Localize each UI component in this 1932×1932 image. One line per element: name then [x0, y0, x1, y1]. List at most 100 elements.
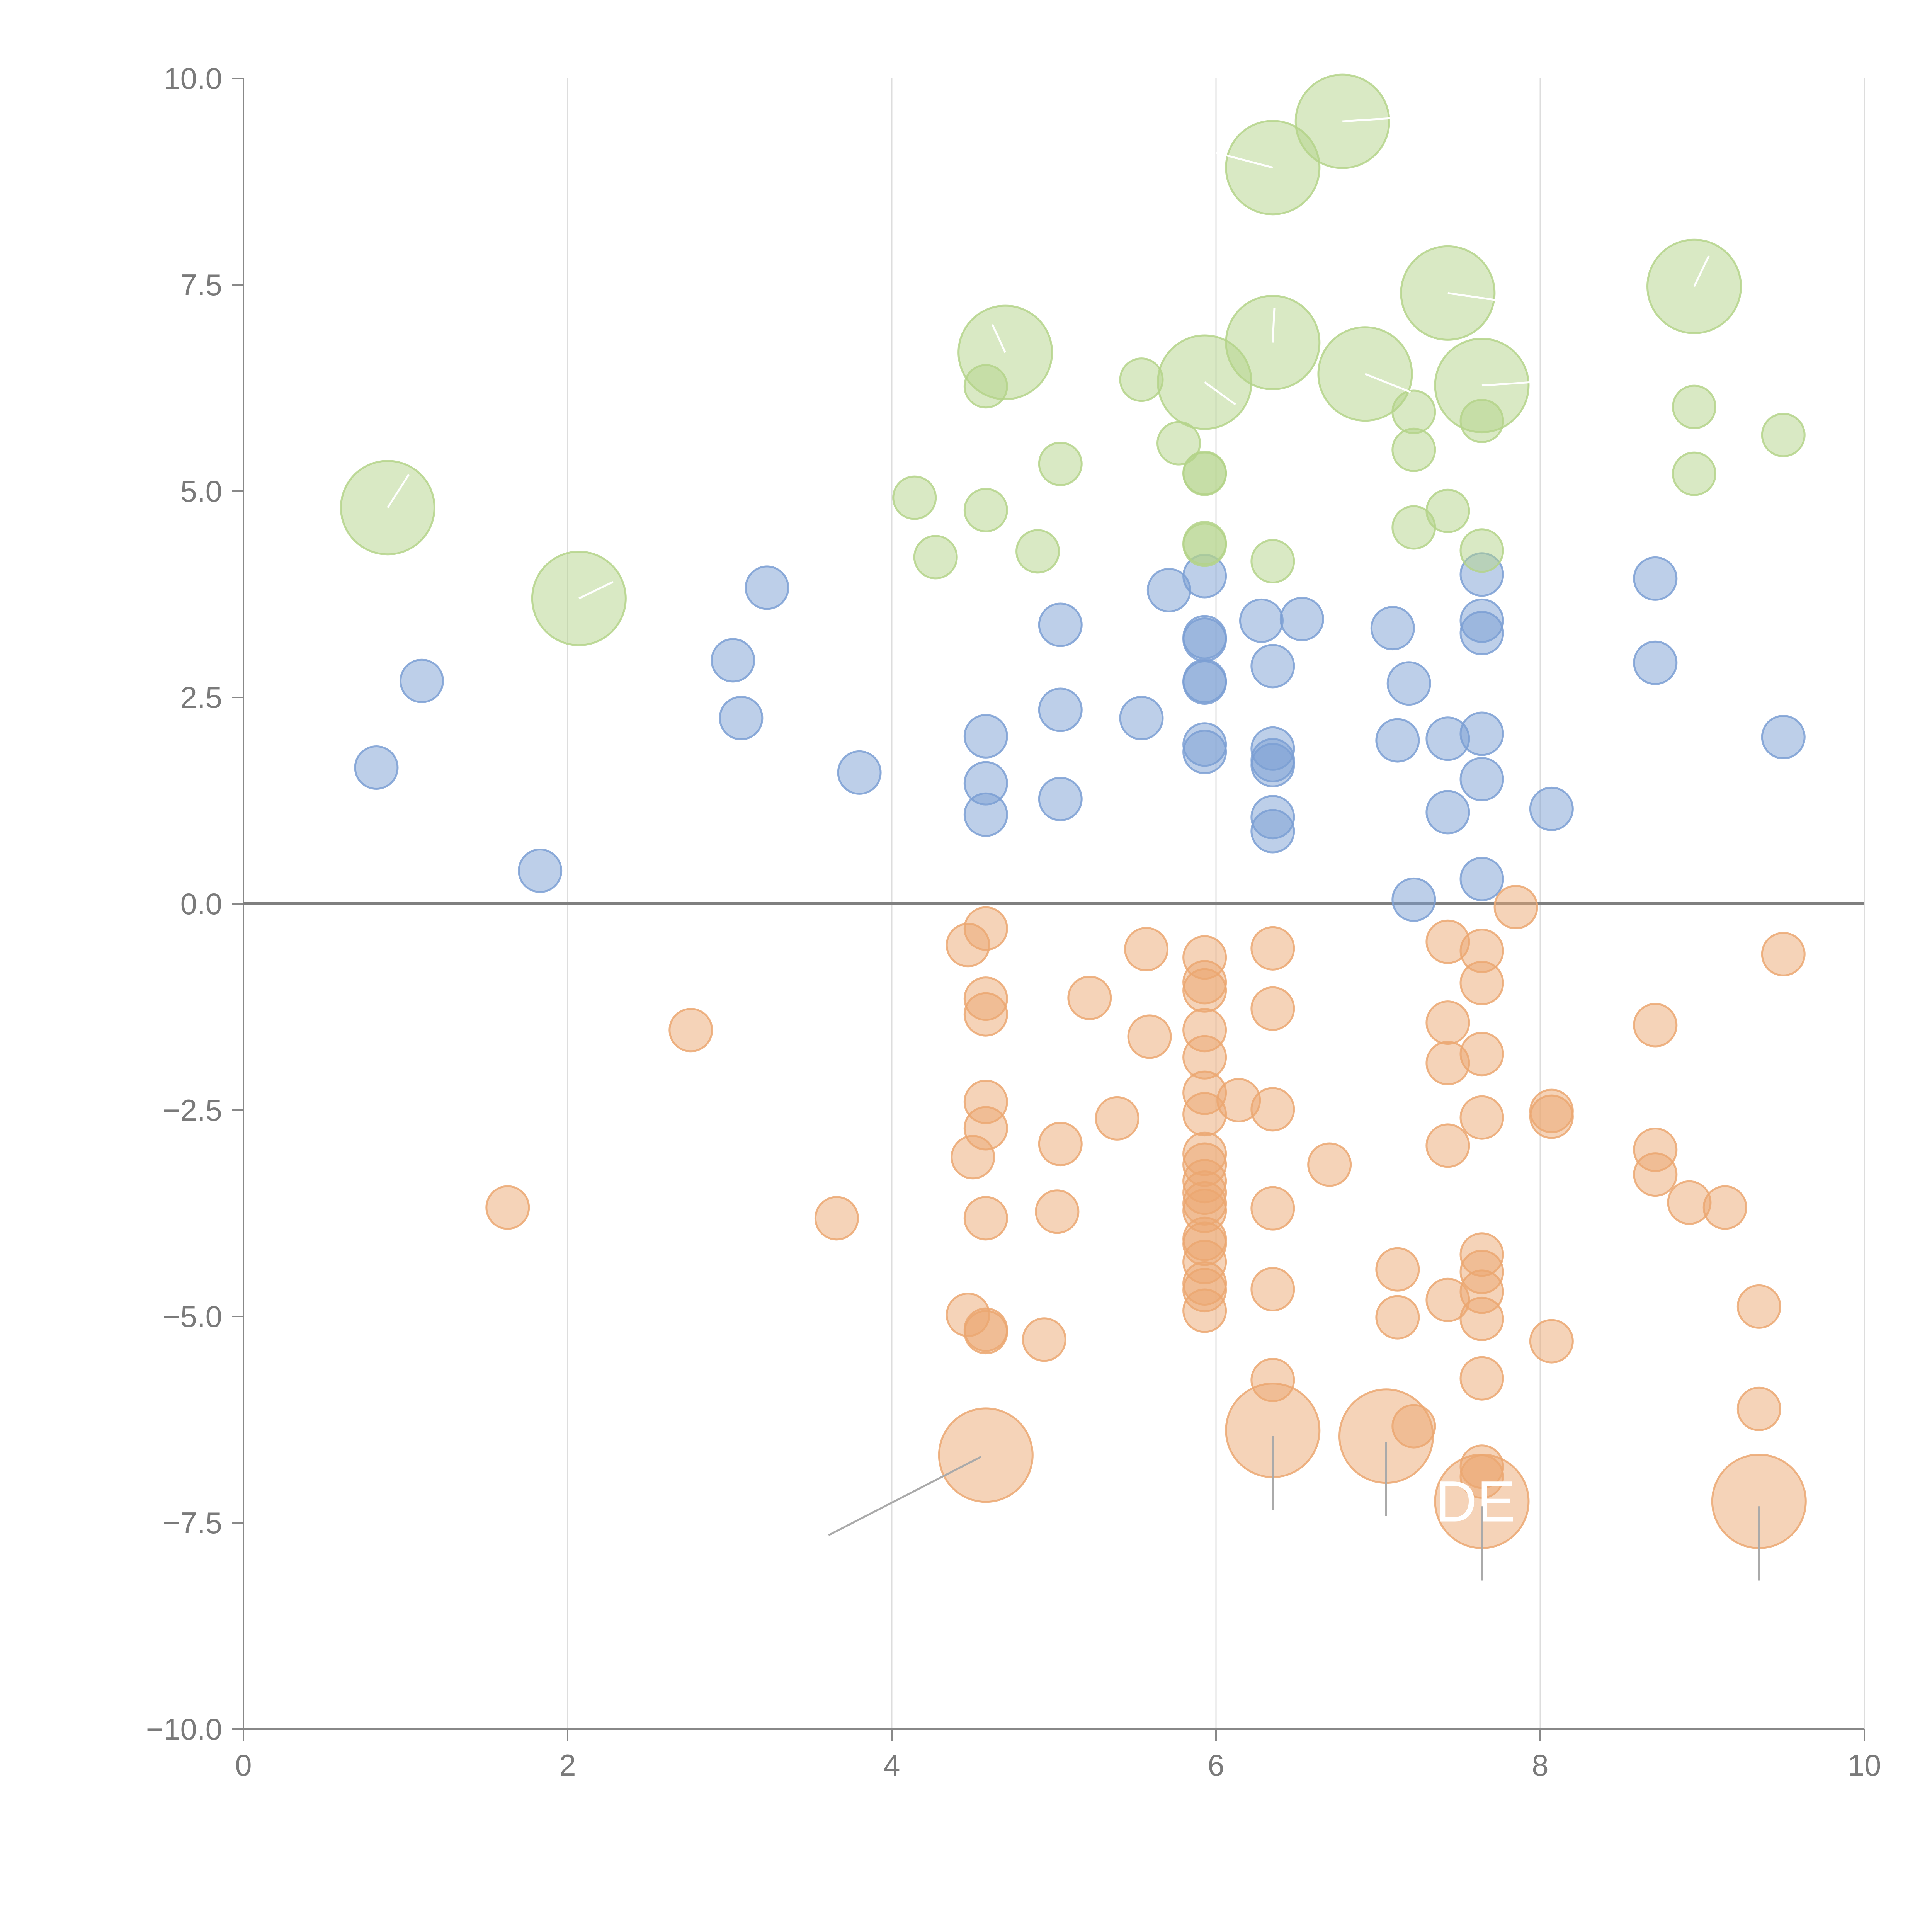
leader-line-layer	[387, 117, 1760, 1581]
green-data-point	[892, 475, 937, 520]
blue-data-point	[1391, 877, 1436, 922]
orange-data-point	[1067, 976, 1112, 1020]
blue-data-point	[711, 638, 755, 683]
orange-data-point	[1391, 1404, 1436, 1449]
orange-data-point	[1307, 1142, 1352, 1187]
orange-data-point	[1250, 986, 1295, 1031]
blue-data-point	[1633, 556, 1678, 601]
blue-data-point	[963, 714, 1008, 759]
blue-data-point	[1182, 660, 1227, 705]
orange-data-point	[1633, 1152, 1678, 1197]
orange-data-point	[1529, 1319, 1574, 1364]
orange-data-point	[1038, 1122, 1083, 1167]
orange-data-point	[1022, 1317, 1066, 1362]
label-leader-line	[1481, 381, 1532, 387]
orange-data-point	[1736, 1386, 1781, 1431]
x-tick-label: 10	[1848, 1748, 1881, 1782]
orange-data-point	[1124, 927, 1169, 971]
green-data-point	[1038, 442, 1083, 486]
blue-data-point	[1459, 711, 1504, 756]
blue-data-point	[1038, 687, 1083, 732]
blue-data-point	[1386, 661, 1431, 706]
orange-data-point	[1250, 1087, 1295, 1132]
axis-layer: 10.0 7.5 5.0 2.5 0.0 −2.5 −5.0 −7.5 −10.0 0 2 4 6 8 10	[146, 61, 1881, 1782]
blue-data-point	[837, 750, 882, 795]
blue-data-point	[719, 696, 764, 740]
blue-data-point	[1425, 790, 1470, 835]
blue-data-point	[1761, 715, 1806, 760]
blue-data-point	[745, 565, 789, 610]
label-leader-line	[1693, 255, 1710, 287]
blue-data-point	[1459, 857, 1504, 901]
orange-data-point	[1459, 1032, 1504, 1077]
orange-data-point	[1425, 1123, 1470, 1168]
orange-data-point	[1425, 1000, 1470, 1045]
blue-data-point	[1633, 640, 1678, 685]
orange-data-point	[938, 1407, 1034, 1503]
blue-data-point	[518, 849, 563, 893]
point-annotation-label: DE	[1435, 1469, 1515, 1534]
orange-data-point	[1375, 1295, 1420, 1340]
green-data-point	[1391, 427, 1436, 472]
label-leader-line	[1204, 381, 1236, 405]
label-leader-line	[1447, 292, 1505, 303]
blue-data-point	[1182, 617, 1227, 662]
blue-data-point	[1038, 602, 1083, 647]
annotation-layer: DE	[1435, 1469, 1515, 1534]
label-leader-line	[1216, 151, 1273, 169]
blue-data-point	[399, 658, 444, 703]
label-leader-line	[828, 1456, 981, 1536]
orange-data-point	[1633, 1003, 1678, 1048]
orange-data-point	[963, 906, 1008, 951]
orange-data-point	[1702, 1185, 1747, 1230]
green-data-point	[1182, 522, 1227, 567]
orange-data-point	[668, 1008, 713, 1053]
green-data-point	[1459, 528, 1504, 573]
orange-data-point	[1761, 932, 1806, 976]
green-data-point	[1015, 529, 1060, 574]
blue-data-point	[1459, 611, 1504, 655]
x-tick-label: 6	[1208, 1748, 1224, 1782]
label-leader-line	[1272, 308, 1276, 343]
y-tick-label: 2.5	[180, 680, 222, 714]
y-tick-label: 0.0	[180, 887, 222, 921]
orange-data-point	[1035, 1189, 1080, 1234]
orange-data-point	[1529, 1094, 1574, 1139]
label-leader-line	[387, 474, 410, 509]
green-data-point	[1672, 384, 1717, 429]
blue-data-point	[1182, 730, 1227, 774]
blue-data-point	[1250, 809, 1295, 854]
data-point-layer	[340, 73, 1807, 1549]
orange-data-point	[1736, 1284, 1781, 1329]
green-data-point	[1119, 357, 1164, 402]
blue-data-point	[1038, 777, 1083, 821]
blue-data-point	[1459, 757, 1504, 801]
orange-data-point	[1250, 1186, 1295, 1231]
blue-data-point	[1119, 696, 1164, 740]
orange-data-point	[963, 992, 1008, 1037]
y-tick-label: −7.5	[163, 1506, 222, 1540]
y-tick-label: −5.0	[163, 1299, 222, 1333]
label-leader-line	[1342, 117, 1395, 122]
label-leader-line	[578, 581, 614, 599]
green-data-point	[1761, 413, 1806, 457]
orange-data-point	[963, 1106, 1008, 1151]
green-data-point	[1391, 389, 1436, 434]
blue-data-point	[354, 745, 399, 790]
blue-data-point	[1250, 644, 1295, 689]
green-data-point	[963, 488, 1008, 532]
orange-data-point	[1375, 1247, 1420, 1292]
y-tick-label: 7.5	[180, 268, 222, 302]
green-data-point	[1672, 451, 1717, 496]
y-tick-label: 10.0	[163, 61, 222, 95]
x-tick-label: 8	[1532, 1748, 1548, 1782]
x-tick-label: 0	[235, 1748, 252, 1782]
blue-data-point	[1375, 718, 1420, 763]
blue-data-point	[963, 792, 1008, 837]
orange-data-point	[1459, 1296, 1504, 1341]
blue-data-point	[1279, 597, 1324, 641]
orange-data-point	[1459, 1356, 1504, 1401]
orange-data-point	[1459, 1095, 1504, 1140]
blue-data-point	[1239, 598, 1284, 643]
label-leader-line	[991, 324, 1006, 353]
